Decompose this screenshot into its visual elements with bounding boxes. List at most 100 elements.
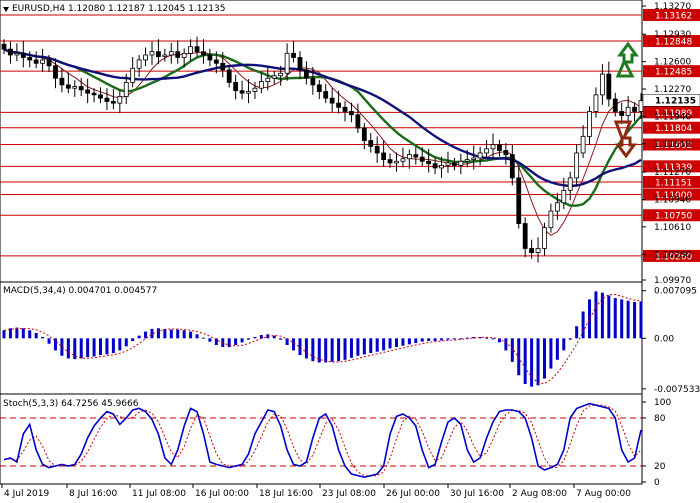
macd-bar: [8, 328, 12, 339]
candle-body: [252, 87, 258, 92]
macd-bar: [575, 326, 579, 339]
stoch-tick-label: 0: [654, 478, 660, 488]
macd-bar: [452, 338, 456, 340]
current-price-label-bg: [642, 93, 700, 107]
level-label: 1.12485: [655, 68, 692, 78]
candle-body: [464, 159, 470, 162]
macd-bar: [247, 338, 251, 340]
candle-body: [220, 62, 226, 71]
candle-body: [477, 152, 483, 159]
macd-bar: [79, 338, 83, 359]
candle-body: [213, 59, 219, 64]
x-tick-label: 30 Jul 16:00: [450, 489, 504, 499]
level-label-bg: [643, 209, 700, 222]
candle-body: [426, 160, 432, 165]
level-label: 1.11804: [655, 124, 692, 134]
candle-body: [574, 152, 580, 179]
macd-bar: [298, 338, 302, 356]
macd-bar: [446, 338, 450, 340]
candle-body: [291, 52, 296, 58]
candle-body: [490, 144, 496, 150]
macd-bar: [292, 338, 296, 351]
candle-body: [46, 59, 52, 67]
candle-body: [458, 160, 464, 166]
macd-bar: [330, 338, 334, 362]
macd-bar: [568, 338, 572, 340]
macd-bar: [581, 311, 585, 339]
macd-bar: [131, 338, 135, 342]
macd-bar: [440, 338, 444, 341]
candle-body: [136, 59, 142, 69]
macd-panel: [0, 281, 643, 395]
candle-body: [355, 114, 361, 129]
y-tick-label: 1.09970: [654, 276, 691, 286]
candle-body: [72, 86, 78, 89]
macd-bar: [60, 338, 64, 356]
macd-bar: [182, 330, 186, 339]
y-tick-label: 1.13270: [654, 2, 691, 12]
candle-body: [40, 59, 46, 64]
x-tick-label: 16 Jul 00:00: [195, 489, 249, 499]
macd-bar: [491, 338, 495, 340]
level-label: 1.12848: [655, 38, 692, 48]
macd-bar: [369, 338, 373, 354]
macd-bar: [234, 338, 238, 346]
candle-body: [91, 92, 97, 96]
macd-bar: [195, 334, 199, 339]
candle-body: [8, 48, 13, 56]
macd-bar: [542, 338, 546, 379]
candle-body: [207, 54, 213, 61]
macd-bar: [407, 338, 411, 345]
candle-body: [593, 94, 599, 112]
level-label-bg: [643, 8, 700, 21]
candle-body: [387, 159, 393, 164]
candle-body: [110, 101, 116, 104]
candle-body: [516, 177, 522, 224]
stoch-tick-label: 100: [654, 398, 671, 408]
y-tick-label: 1.10280: [654, 250, 691, 260]
x-tick-label: 8 Jul 16:00: [69, 489, 118, 499]
macd-bar: [118, 338, 122, 351]
macd-bar: [562, 338, 566, 351]
candle-body: [432, 163, 438, 169]
macd-tick-label: 0.007095: [654, 287, 697, 297]
macd-bar: [401, 338, 405, 346]
macd-bar: [208, 338, 212, 342]
macd-bar: [28, 330, 32, 339]
candle-body: [323, 91, 329, 99]
arrow-down-icon: [613, 120, 637, 159]
candle-body: [233, 81, 239, 92]
candle-body: [194, 46, 200, 53]
stoch-tick-label: 20: [654, 462, 666, 472]
candle-body: [509, 154, 515, 179]
candle-body: [329, 97, 335, 104]
x-tick-label: 4 Jul 2019: [4, 489, 49, 499]
level-label-bg: [643, 249, 700, 262]
macd-bar: [53, 338, 57, 351]
candle-body: [625, 106, 631, 116]
candle-body: [130, 67, 136, 83]
candle-body: [258, 81, 264, 89]
candle-body: [14, 52, 20, 56]
macd-bar: [279, 338, 283, 340]
candle-body: [522, 223, 528, 249]
macd-bar: [41, 336, 45, 339]
macd-bar: [504, 338, 508, 351]
macd-bar: [485, 337, 489, 339]
candle-body: [471, 157, 477, 161]
candle-body: [452, 162, 457, 166]
candle-body: [181, 52, 187, 58]
candle-body: [188, 46, 193, 54]
macd-bar: [2, 330, 6, 339]
candle-body: [98, 94, 103, 99]
macd-bar: [510, 338, 514, 362]
candle-body: [168, 51, 174, 56]
candle-body: [65, 84, 71, 89]
macd-bar: [497, 338, 501, 343]
candle-body: [123, 81, 129, 97]
level-label-bg: [643, 175, 700, 188]
macd-bar: [555, 338, 559, 360]
candle-body: [599, 73, 605, 96]
macd-bar: [311, 338, 315, 362]
macd-bar: [549, 338, 553, 369]
